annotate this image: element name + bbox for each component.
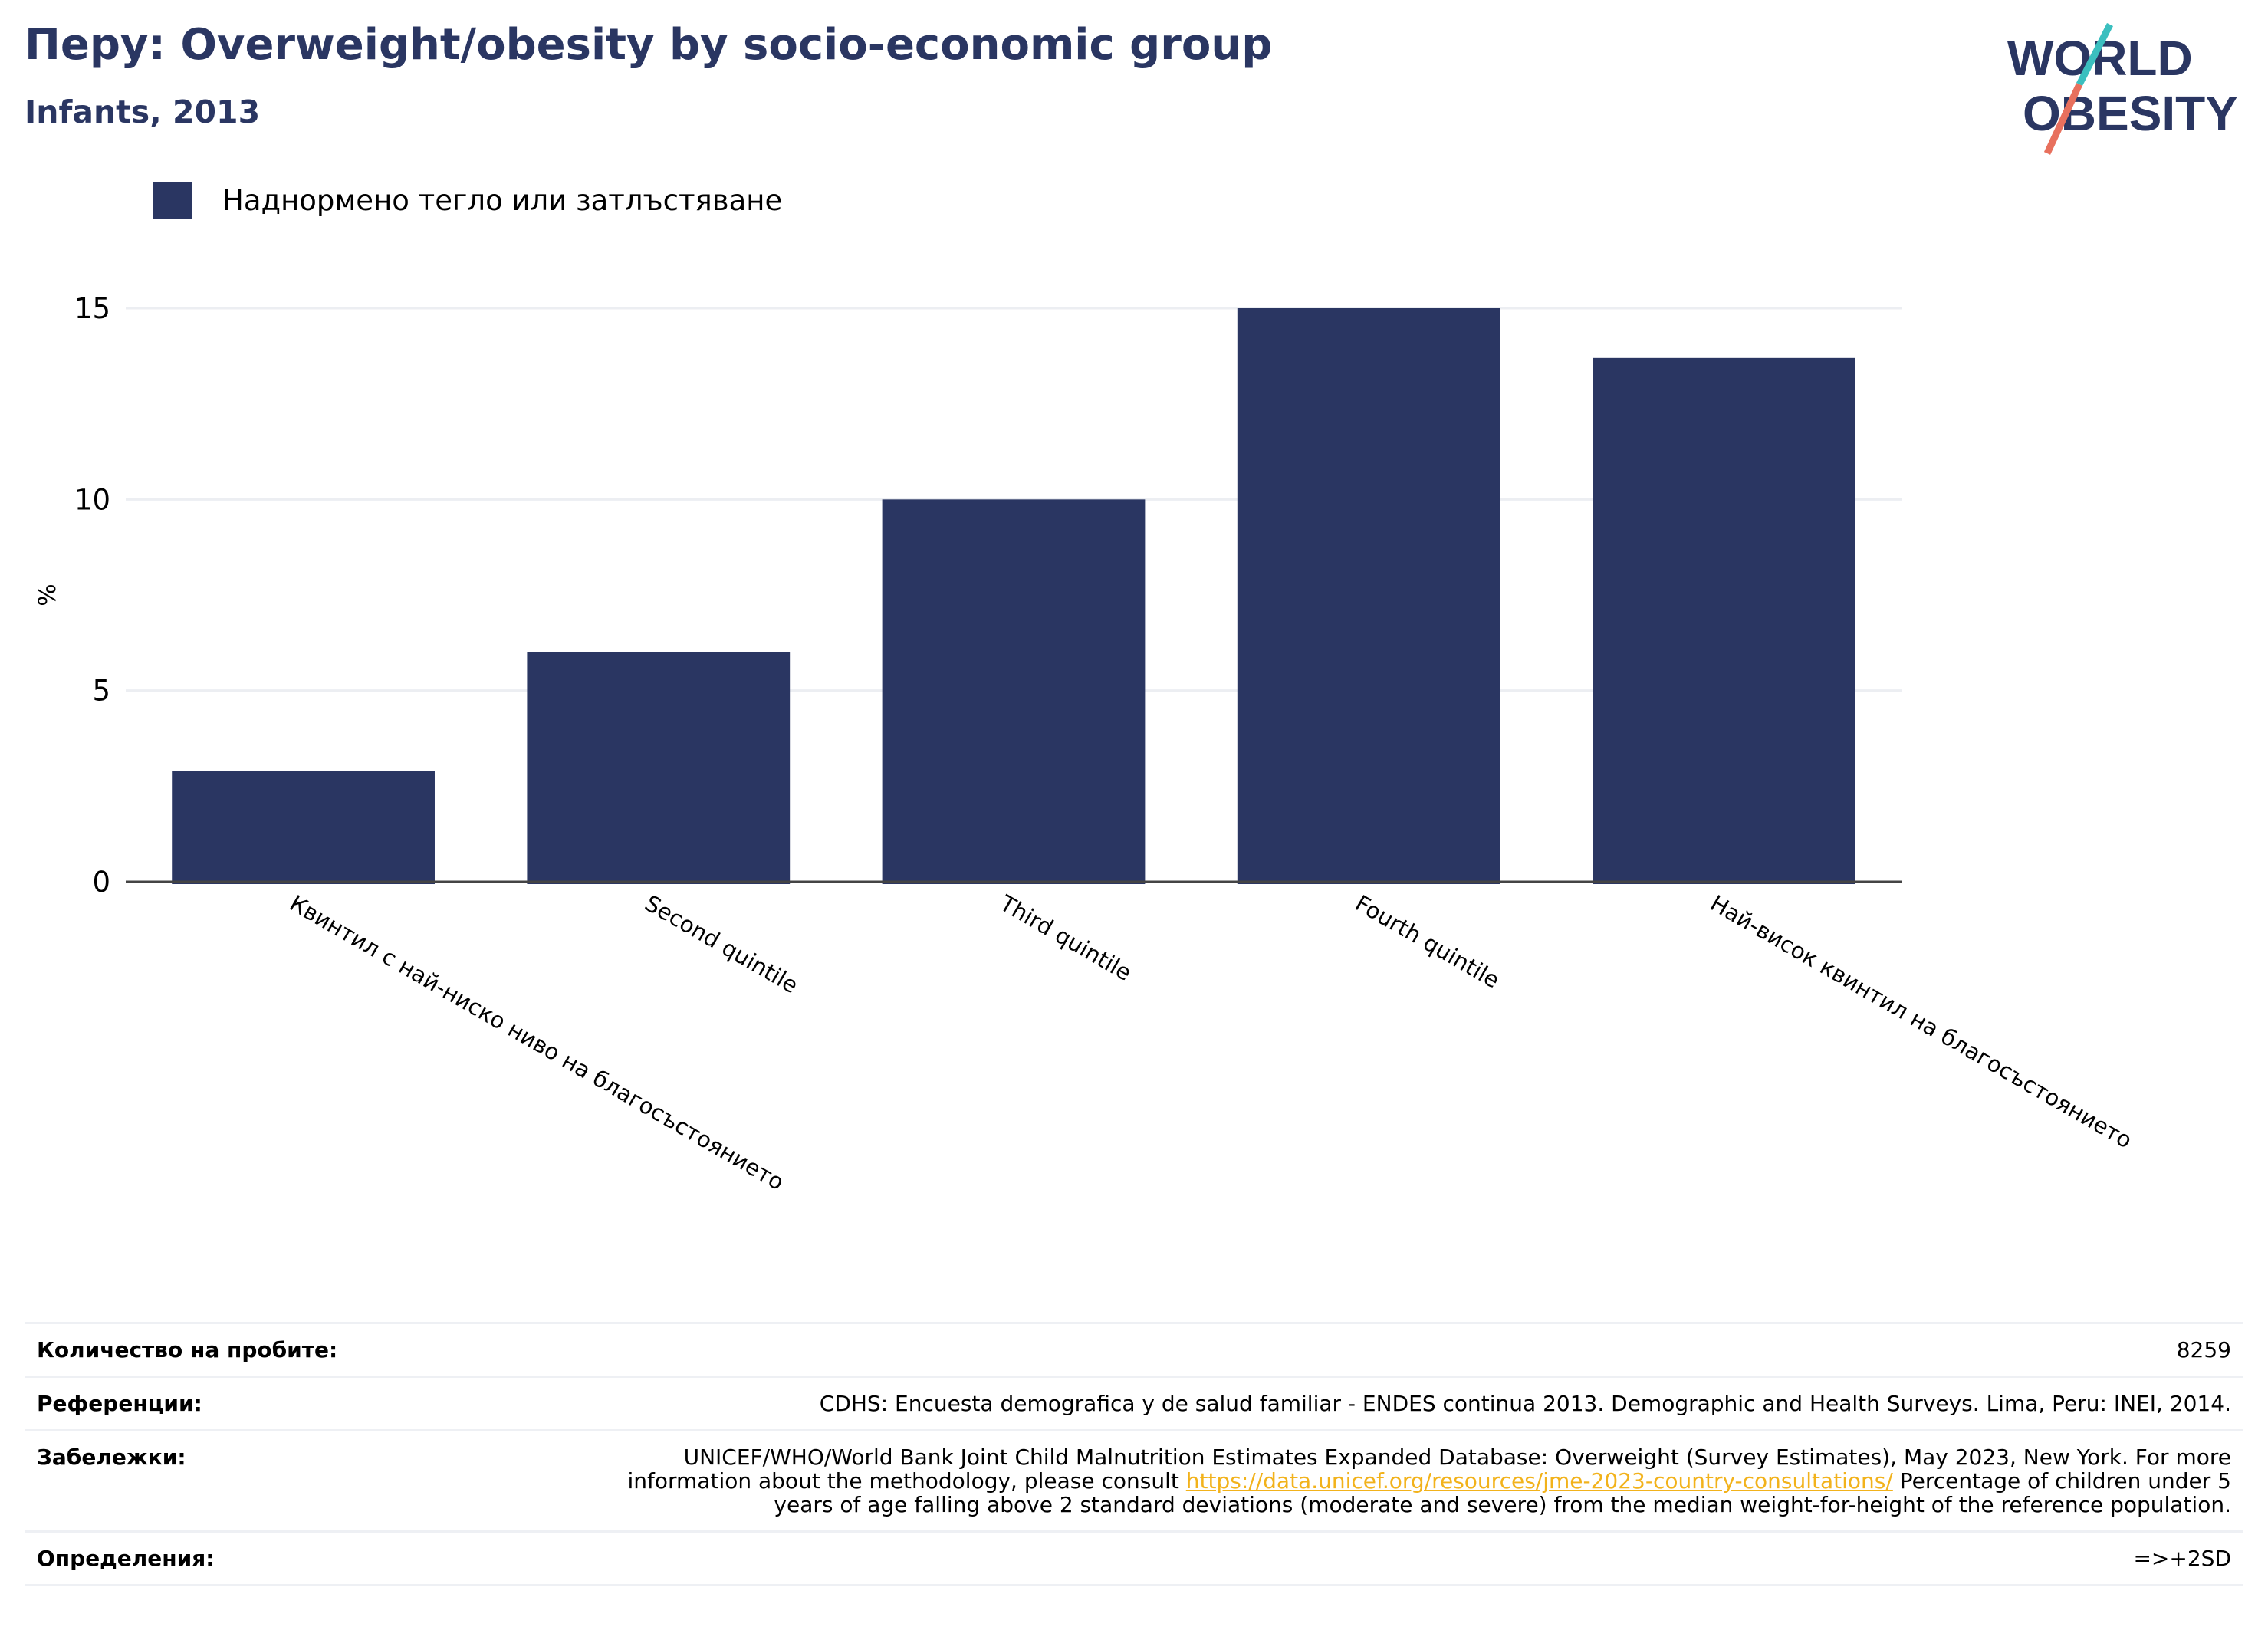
- footer-row-references: Референции: CDHS: Encuesta demografica y…: [25, 1376, 2243, 1429]
- x-tick-label: Най-висок квинтил на благосъстоянието: [1706, 890, 2137, 1154]
- y-axis-title: %: [34, 583, 61, 606]
- footer-row-notes: Забележки: UNICEF/WHO/World Bank Joint C…: [25, 1429, 2243, 1530]
- chart-legend: Наднормено тегло или затлъстяване: [153, 181, 782, 219]
- footer-row-definitions: Определения: =>+2SD: [25, 1530, 2243, 1586]
- footer-label: Количество на пробите:: [37, 1337, 338, 1362]
- footer-value: =>+2SD: [2133, 1546, 2231, 1571]
- footer-value: UNICEF/WHO/World Bank Joint Child Malnut…: [621, 1445, 2232, 1517]
- logo-slash-teal: [2076, 23, 2114, 87]
- y-tick-label: 15: [74, 292, 110, 325]
- world-obesity-logo: WORLD OBESITY: [2007, 23, 2238, 155]
- x-tick-label: Third quintile: [995, 889, 1136, 986]
- bar: [1593, 357, 1855, 884]
- footer-value: 8259: [2176, 1337, 2231, 1362]
- footer-row-sample-size: Количество на пробите: 8259: [25, 1322, 2243, 1376]
- footer-label: Референции:: [37, 1391, 202, 1416]
- chart-title: Перу: Overweight/obesity by socio-econom…: [25, 20, 1273, 70]
- legend-label: Наднормено тегло или затлъстяване: [222, 183, 783, 217]
- y-tick-label: 0: [92, 866, 110, 899]
- logo-slash-coral: [2043, 83, 2083, 155]
- bar: [1237, 308, 1500, 884]
- bar: [527, 652, 791, 884]
- x-tick-label: Fourth quintile: [1351, 890, 1504, 994]
- footer-label: Забележки:: [37, 1445, 186, 1470]
- legend-swatch: [153, 182, 192, 219]
- footer-value: CDHS: Encuesta demografica y de salud fa…: [819, 1391, 2231, 1416]
- x-tick-label: Second quintile: [640, 890, 802, 999]
- notes-text-after: Percentage of children under 5 years of …: [774, 1468, 2231, 1517]
- chart-subtitle: Infants, 2013: [25, 94, 261, 130]
- y-tick-label: 10: [74, 483, 110, 516]
- footer-label: Определения:: [37, 1546, 215, 1571]
- bar: [882, 499, 1146, 884]
- metadata-table: Количество на пробите: 8259 Референции: …: [25, 1322, 2243, 1586]
- notes-link[interactable]: https://data.unicef.org/resources/jme-20…: [1185, 1468, 1893, 1494]
- bar: [172, 771, 435, 884]
- y-tick-label: 5: [92, 675, 110, 708]
- notes-text-before: UNICEF/WHO/World Bank Joint Child Malnut…: [627, 1445, 2232, 1494]
